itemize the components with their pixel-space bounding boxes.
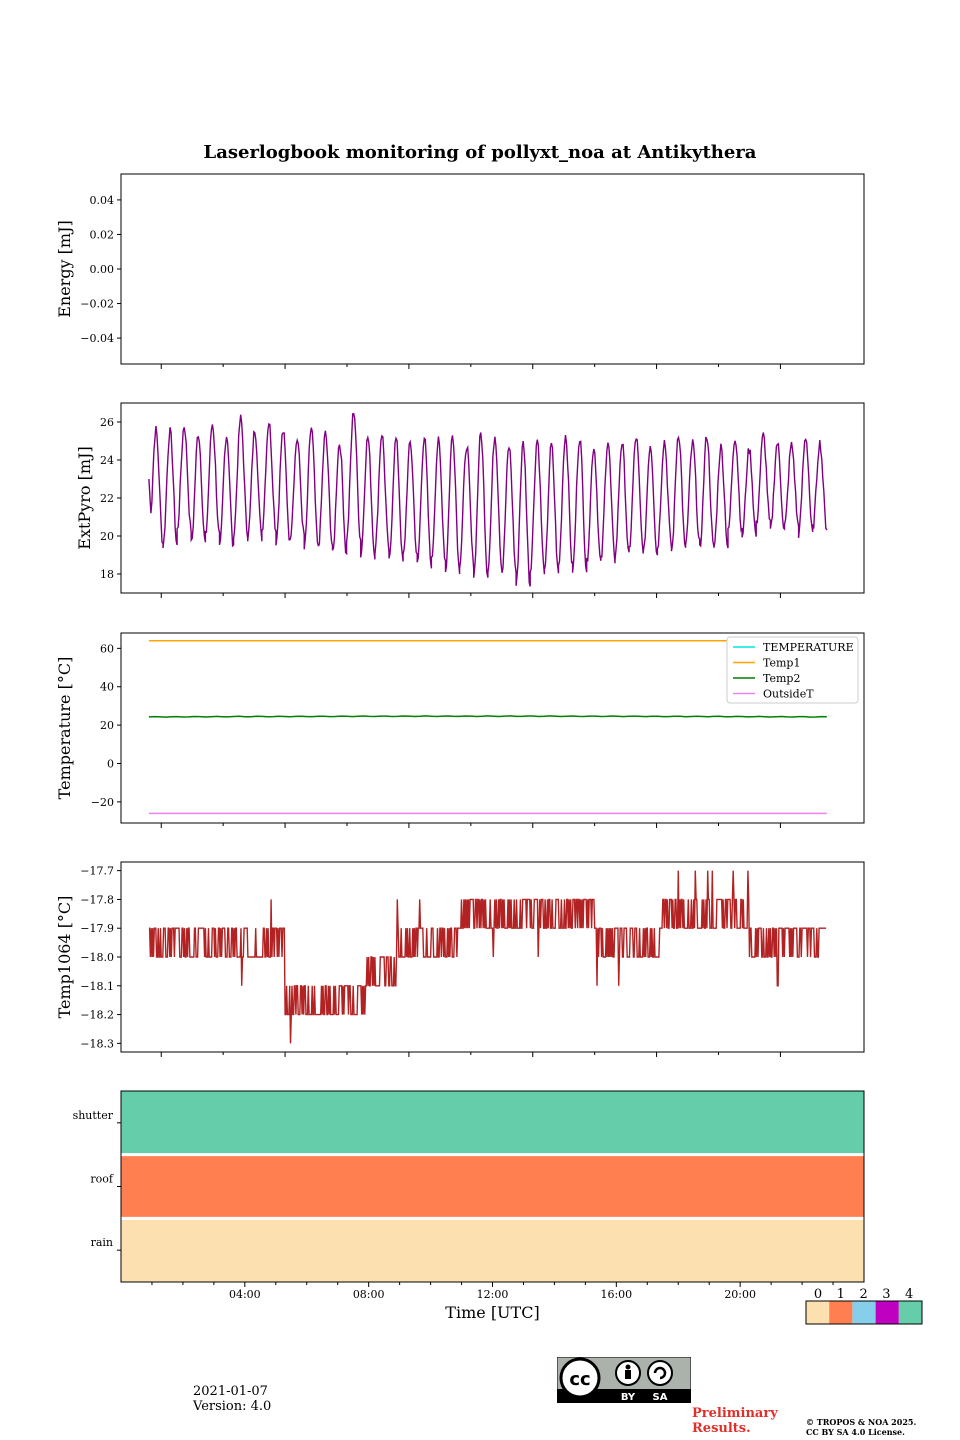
legend-entry: Temp2 (763, 672, 800, 685)
y-tick-label: 18 (100, 568, 114, 581)
status-row-shutter (121, 1091, 864, 1155)
y-tick-label: 22 (100, 492, 114, 505)
y-tick-label: 20 (100, 719, 114, 732)
row-label: roof (90, 1173, 114, 1186)
y-tick-label: 24 (100, 454, 114, 467)
cc-license-badge: cc BY SA (556, 1356, 692, 1404)
colorbar-cell (898, 1301, 922, 1324)
copyright-note: © TROPOS & NOA 2025. CC BY SA 4.0 Licens… (806, 1417, 946, 1437)
colorbar-label: 0 (814, 1287, 822, 1302)
series-line-temp2 (148, 715, 827, 718)
y-tick-label: −17.7 (80, 865, 114, 878)
footer-version: Version: 4.0 (193, 1399, 272, 1414)
x-tick-label: 20:00 (724, 1288, 756, 1301)
y-tick-label: −20 (91, 796, 114, 809)
panel-frame (120, 632, 865, 824)
legend: TEMPERATURE Temp1 Temp2 OutsideT (726, 636, 859, 704)
x-axis-label: Time [UTC] (445, 1303, 539, 1322)
y-tick-label: 0.04 (90, 194, 115, 207)
copyright-line-1: © TROPOS & NOA 2025. (806, 1417, 917, 1427)
x-tick-label: 12:00 (477, 1288, 509, 1301)
y-tick-label: −18.0 (80, 951, 114, 964)
footer-date: 2021-01-07 (193, 1384, 268, 1399)
colorbar-cell (875, 1301, 899, 1324)
legend-entry: OutsideT (763, 688, 814, 701)
x-tick-label: 04:00 (229, 1288, 261, 1301)
y-axis-label: Temperature [°C] (55, 657, 74, 800)
panel-2: 26 24 22 20 18 ExtPyro [mJ] (75, 402, 865, 598)
y-tick-label: 60 (100, 642, 114, 655)
copyright-line-2: CC BY SA 4.0 License. (806, 1427, 905, 1437)
colorbar-cell (829, 1301, 853, 1324)
cc-by-label: BY (621, 1392, 636, 1403)
panel-5: shutter roof rain 04:00 08:00 12:00 16:00 20:00… (73, 1090, 865, 1322)
legend-entry: TEMPERATURE (763, 641, 854, 654)
svg-text:cc: cc (569, 1369, 590, 1390)
preliminary-results-note: Preliminary Results. (692, 1406, 778, 1436)
panel-1: 0.04 0.02 0.00 −0.02 −0.04 Energy [mJ] (55, 173, 865, 369)
colorbar-cell (852, 1301, 876, 1324)
colorbar-label: 2 (859, 1287, 867, 1302)
y-tick-label: −18.3 (80, 1037, 114, 1050)
y-tick-label: 20 (100, 530, 114, 543)
status-row-roof (121, 1154, 864, 1219)
y-axis-label: Energy [mJ] (55, 220, 74, 318)
colorbar-label: 4 (905, 1287, 913, 1302)
row-label: rain (91, 1236, 113, 1249)
y-tick-label: −0.04 (80, 332, 114, 345)
y-tick-label: −18.1 (80, 980, 114, 993)
y-tick-label: 0.00 (90, 263, 115, 276)
y-tick-label: −17.8 (80, 893, 114, 906)
cc-sa-label: SA (653, 1392, 668, 1403)
y-tick-label: −18.2 (80, 1009, 114, 1022)
y-axis-label: Temp1064 [°C] (55, 896, 74, 1019)
colorbar-frame (805, 1300, 923, 1325)
legend-entry: Temp1 (763, 657, 800, 670)
panel-frame (120, 173, 865, 365)
panel-3: 60 40 20 0 −20 Temperature [°C] TEMPERATURE Tem… (55, 632, 865, 828)
y-tick-label: −17.9 (80, 922, 114, 935)
series-line-temp1064 (148, 870, 827, 1044)
legend-frame (726, 636, 859, 704)
panel-4: −17.7 −17.8 −17.9 −18.0 −18.1 −18.2 −18.3 Temp1… (55, 861, 865, 1057)
y-tick-label: 40 (100, 681, 114, 694)
y-tick-label: −0.02 (80, 298, 114, 311)
y-axis-label: ExtPyro [mJ] (75, 446, 94, 549)
y-tick-label: 0 (107, 758, 114, 771)
y-tick-label: 26 (100, 416, 114, 429)
row-label: shutter (73, 1109, 114, 1122)
chart-title: Laserlogbook monitoring of pollyxt_noa a… (204, 142, 757, 163)
x-tick-label: 08:00 (353, 1288, 385, 1301)
x-tick-label: 16:00 (600, 1288, 632, 1301)
colorbar-label: 1 (837, 1287, 845, 1302)
y-tick-label: 0.02 (90, 228, 115, 241)
footer-date-version: 2021-01-07 Version: 4.0 (193, 1384, 271, 1414)
series-line-extpyro (148, 412, 828, 587)
status-row-rain (121, 1218, 864, 1282)
colorbar-cell (806, 1301, 830, 1324)
colorbar-label: 3 (882, 1287, 890, 1302)
